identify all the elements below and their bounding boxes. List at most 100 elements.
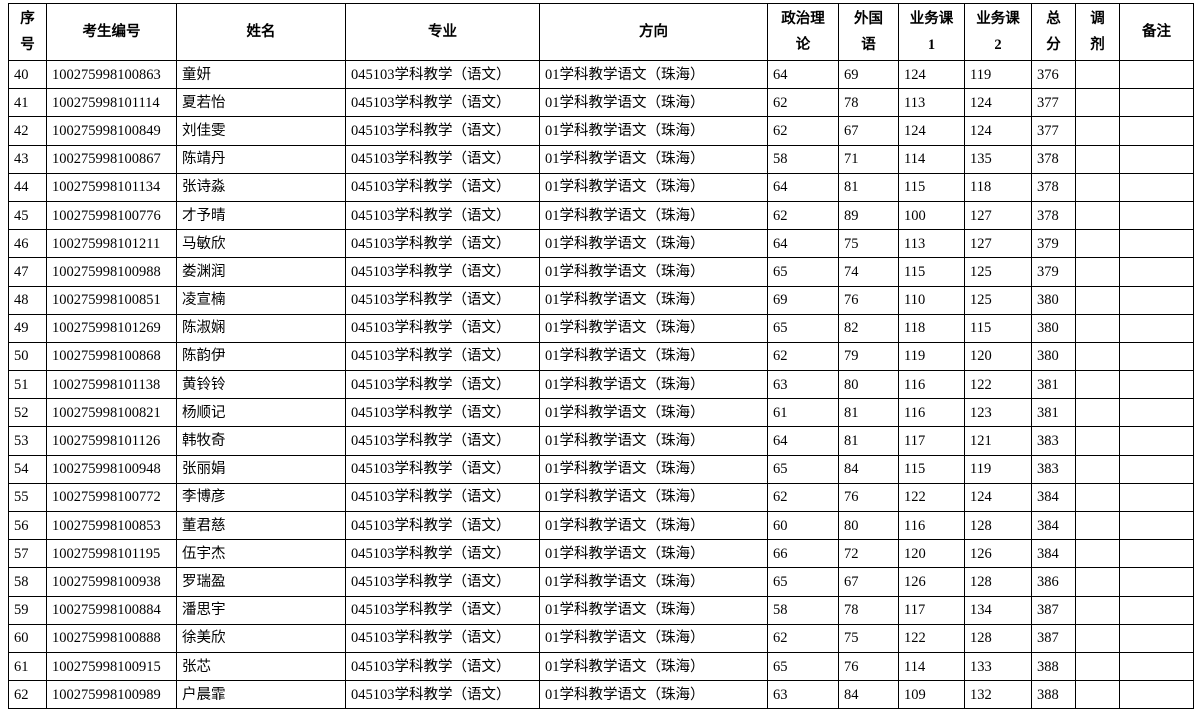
- cell-course-1: 110: [898, 285, 965, 315]
- cell-remark: [1119, 200, 1194, 231]
- cell-exam-id: 100275998100948: [46, 454, 177, 484]
- cell-course-1: 116: [898, 398, 965, 428]
- cell-seq: 43: [8, 144, 47, 174]
- cell-major: 045103学科教学（语文）: [345, 539, 540, 569]
- cell-course-1: 122: [898, 482, 965, 513]
- table-row: 51 100275998101138 黄铃铃 045103学科教学（语文） 01学科教学…: [8, 370, 1194, 400]
- table-row: 43 100275998100867 陈靖丹 045103学科教学（语文） 01学科教学…: [8, 144, 1194, 174]
- cell-course-1: 117: [898, 595, 965, 625]
- cell-foreign-lang: 76: [838, 651, 899, 682]
- header-text: 专业: [428, 24, 457, 40]
- cell-seq: 59: [8, 595, 47, 625]
- header-text: 方向: [639, 24, 668, 40]
- cell-politics: 65: [767, 651, 839, 682]
- cell-course-2: 127: [964, 229, 1032, 259]
- cell-exam-id: 100275998100776: [46, 200, 177, 231]
- table-row: 48 100275998100851 凌宣楠 045103学科教学（语文） 01学科教学…: [8, 285, 1194, 315]
- table-row: 45 100275998100776 才予晴 045103学科教学（语文） 01学科教学…: [8, 200, 1194, 231]
- cell-total: 380: [1031, 285, 1076, 315]
- cell-direction: 01学科教学语文（珠海）: [539, 285, 768, 315]
- cell-name: 凌宣楠: [176, 285, 346, 315]
- cell-adjust: [1075, 59, 1120, 90]
- cell-remark: [1119, 144, 1194, 174]
- cell-seq: 53: [8, 426, 47, 456]
- cell-course-2: 118: [964, 172, 1032, 202]
- table-header-row: 序号考生编号 姓名 专业 方向 政治理论外国语业务课 1 业务课 2 总分调剂备注: [8, 3, 1194, 61]
- cell-course-1: 115: [898, 257, 965, 287]
- cell-foreign-lang: 76: [838, 482, 899, 513]
- cell-course-1: 115: [898, 454, 965, 484]
- cell-direction: 01学科教学语文（珠海）: [539, 88, 768, 118]
- cell-foreign-lang: 79: [838, 341, 899, 372]
- cell-seq: 56: [8, 510, 47, 541]
- cell-adjust: [1075, 482, 1120, 513]
- cell-adjust: [1075, 229, 1120, 259]
- table-row: 61 100275998100915 张芯 045103学科教学（语文） 01学科教学语…: [8, 651, 1194, 682]
- cell-major: 045103学科教学（语文）: [345, 454, 540, 484]
- cell-course-2: 123: [964, 398, 1032, 428]
- cell-major: 045103学科教学（语文）: [345, 595, 540, 625]
- cell-name: 陈淑娴: [176, 313, 346, 343]
- table-row: 44 100275998101134 张诗淼 045103学科教学（语文） 01学科教学…: [8, 172, 1194, 202]
- cell-politics: 66: [767, 539, 839, 569]
- cell-name: 童妍: [176, 59, 346, 90]
- cell-course-1: 126: [898, 567, 965, 597]
- cell-major: 045103学科教学（语文）: [345, 116, 540, 146]
- cell-seq: 51: [8, 370, 47, 400]
- cell-major: 045103学科教学（语文）: [345, 313, 540, 343]
- cell-total: 387: [1031, 623, 1076, 653]
- cell-seq: 40: [8, 59, 47, 90]
- cell-politics: 62: [767, 88, 839, 118]
- cell-direction: 01学科教学语文（珠海）: [539, 341, 768, 372]
- header-total: 总分: [1031, 3, 1076, 61]
- cell-exam-id: 100275998101269: [46, 313, 177, 343]
- cell-total: 378: [1031, 200, 1076, 231]
- cell-adjust: [1075, 651, 1120, 682]
- cell-total: 377: [1031, 116, 1076, 146]
- cell-remark: [1119, 285, 1194, 315]
- header-text: 剂: [1090, 37, 1105, 53]
- cell-name: 潘思宇: [176, 595, 346, 625]
- cell-adjust: [1075, 398, 1120, 428]
- cell-adjust: [1075, 285, 1120, 315]
- cell-total: 383: [1031, 426, 1076, 456]
- cell-name: 罗瑞盈: [176, 567, 346, 597]
- cell-course-2: 120: [964, 341, 1032, 372]
- cell-adjust: [1075, 257, 1120, 287]
- cell-adjust: [1075, 370, 1120, 400]
- cell-seq: 62: [8, 680, 47, 710]
- cell-exam-id: 100275998100888: [46, 623, 177, 653]
- cell-major: 045103学科教学（语文）: [345, 370, 540, 400]
- cell-foreign-lang: 82: [838, 313, 899, 343]
- cell-direction: 01学科教学语文（珠海）: [539, 426, 768, 456]
- cell-adjust: [1075, 680, 1120, 710]
- cell-course-2: 135: [964, 144, 1032, 174]
- cell-total: 380: [1031, 313, 1076, 343]
- cell-major: 045103学科教学（语文）: [345, 200, 540, 231]
- cell-total: 376: [1031, 59, 1076, 90]
- cell-foreign-lang: 69: [838, 59, 899, 90]
- cell-exam-id: 100275998101134: [46, 172, 177, 202]
- cell-course-2: 126: [964, 539, 1032, 569]
- cell-politics: 62: [767, 200, 839, 231]
- cell-major: 045103学科教学（语文）: [345, 680, 540, 710]
- cell-total: 380: [1031, 341, 1076, 372]
- cell-course-1: 100: [898, 200, 965, 231]
- header-text: 语: [861, 37, 876, 53]
- cell-remark: [1119, 426, 1194, 456]
- cell-seq: 58: [8, 567, 47, 597]
- header-text: 业务课: [909, 11, 954, 27]
- header-major: 专业: [345, 3, 540, 61]
- cell-total: 388: [1031, 651, 1076, 682]
- header-adjust: 调剂: [1075, 3, 1120, 61]
- cell-politics: 64: [767, 59, 839, 90]
- cell-remark: [1119, 482, 1194, 513]
- cell-politics: 62: [767, 341, 839, 372]
- cell-adjust: [1075, 88, 1120, 118]
- cell-foreign-lang: 81: [838, 398, 899, 428]
- cell-direction: 01学科教学语文（珠海）: [539, 257, 768, 287]
- cell-course-2: 121: [964, 426, 1032, 456]
- cell-foreign-lang: 71: [838, 144, 899, 174]
- cell-name: 张丽娟: [176, 454, 346, 484]
- cell-remark: [1119, 116, 1194, 146]
